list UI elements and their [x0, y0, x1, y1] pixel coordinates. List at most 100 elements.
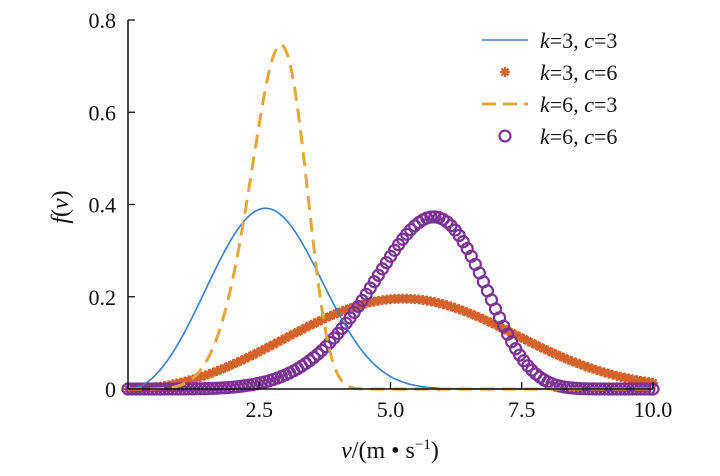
y-axis-ticks: 0 0.2 0.4 0.6 0.8 [89, 8, 135, 402]
data-point [522, 335, 533, 346]
data-point [494, 321, 505, 332]
data-point [300, 322, 311, 333]
data-point [587, 363, 598, 374]
data-point [506, 327, 517, 338]
data-point [211, 366, 222, 377]
data-point [214, 381, 228, 395]
data-point [470, 310, 481, 321]
data-point [559, 352, 570, 363]
data-point [486, 317, 497, 328]
data-point [315, 343, 329, 358]
data-point [595, 366, 606, 377]
data-point [599, 367, 610, 378]
data-point [442, 300, 453, 311]
data-point [567, 356, 578, 367]
data-point [478, 314, 489, 325]
data-point [547, 347, 558, 358]
data-point [591, 364, 602, 375]
data-point [210, 381, 224, 395]
y-tick-label: 0.2 [89, 285, 117, 310]
data-point [207, 367, 218, 378]
data-point [530, 339, 541, 350]
data-point [272, 337, 283, 348]
data-point [563, 354, 574, 365]
data-point [256, 345, 267, 356]
data-point [341, 304, 352, 315]
data-point [316, 314, 327, 325]
legend-label: k=6, c=3 [540, 92, 617, 117]
data-point [296, 324, 307, 335]
data-point [474, 312, 485, 323]
data-point [324, 311, 335, 322]
data-point [236, 355, 247, 366]
data-point [248, 349, 259, 360]
y-tick-label: 0.4 [89, 193, 117, 218]
data-point [514, 331, 525, 342]
data-point [458, 305, 469, 316]
data-point [244, 351, 255, 362]
data-point [191, 373, 202, 384]
data-point [456, 235, 470, 249]
y-axis-label: f(v) [48, 190, 74, 223]
data-point [579, 360, 590, 371]
data-point [308, 318, 319, 329]
data-point [583, 362, 594, 373]
data-point [482, 316, 493, 327]
data-point [292, 326, 303, 337]
data-point [510, 329, 521, 340]
series-k3-c6 [123, 293, 658, 394]
legend-entry-k3-c3: k=3, c=3 [482, 28, 617, 53]
data-point [534, 341, 545, 352]
data-point [438, 299, 448, 310]
data-point [312, 316, 323, 327]
data-point [284, 331, 295, 342]
legend-entry-k6-c6: k=6, c=6 [498, 124, 617, 149]
data-point [264, 341, 275, 352]
data-point [215, 364, 226, 375]
legend-entry-k3-c6: k=3, c=6 [500, 60, 617, 85]
data-point [498, 323, 509, 334]
data-point [555, 351, 566, 362]
data-point [526, 337, 537, 348]
data-point [404, 223, 418, 237]
x-tick-label: 10.0 [634, 397, 673, 422]
data-point [424, 210, 438, 224]
data-point [525, 363, 539, 377]
x-tick-label: 5.0 [377, 397, 405, 422]
data-point [319, 339, 333, 354]
legend-label: k=6, c=6 [540, 124, 617, 149]
legend-entry-k6-c3: k=6, c=3 [482, 92, 617, 117]
data-point [183, 375, 194, 386]
data-point [454, 304, 465, 315]
y-tick-label: 0 [105, 377, 116, 402]
x-tick-label: 2.5 [246, 397, 274, 422]
data-point [199, 370, 210, 381]
data-point [276, 335, 287, 346]
legend-label: k=3, c=6 [540, 60, 617, 85]
data-point [538, 343, 549, 354]
data-point [240, 353, 251, 364]
legend: k=3, c=3 k=3, c=6 k=6, c=3 k=6, c=6 [482, 28, 617, 149]
data-point [575, 359, 586, 370]
x-axis-ticks: 2.5 5.0 7.5 10.0 [246, 382, 673, 422]
legend-symbol-circle [498, 129, 512, 143]
legend-label: k=3, c=3 [540, 28, 617, 53]
data-point [195, 371, 206, 382]
data-point [466, 308, 477, 319]
data-point [223, 361, 234, 372]
data-point [450, 302, 461, 313]
data-point [252, 347, 263, 358]
data-point [328, 309, 339, 320]
legend-symbol-asterisk [500, 67, 510, 77]
x-tick-label: 7.5 [508, 397, 536, 422]
axes: 2.5 5.0 7.5 10.0 0 0.2 0.4 0.6 0.8 [89, 8, 673, 422]
data-point [288, 328, 299, 339]
data-point [518, 333, 529, 344]
y-tick-label: 0.6 [89, 100, 117, 125]
data-point [268, 339, 279, 350]
data-point [304, 320, 315, 331]
data-point [260, 343, 271, 354]
data-point [490, 319, 501, 330]
series-line [128, 43, 653, 391]
